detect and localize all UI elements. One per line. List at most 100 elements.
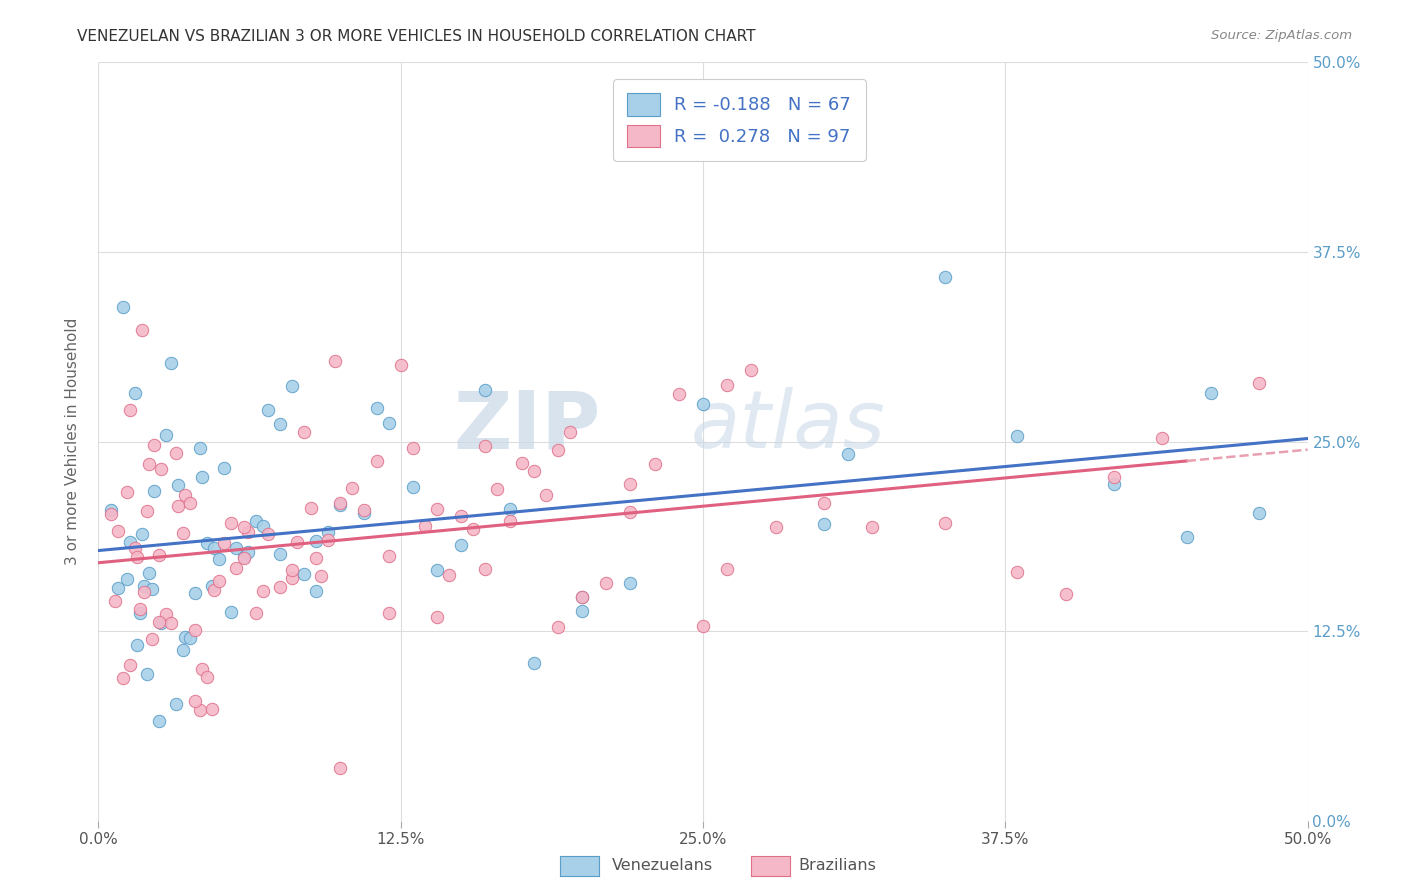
Point bbox=[498, 515, 520, 529]
Point bbox=[316, 533, 339, 547]
Point bbox=[281, 378, 304, 392]
Point bbox=[1152, 431, 1174, 445]
Point bbox=[353, 506, 375, 520]
Point bbox=[124, 385, 146, 400]
Point bbox=[305, 584, 328, 599]
Point bbox=[184, 694, 207, 708]
Point bbox=[195, 536, 218, 550]
Point bbox=[498, 502, 520, 516]
Point bbox=[510, 456, 533, 470]
Point bbox=[225, 561, 247, 575]
Point bbox=[238, 525, 260, 540]
Point bbox=[547, 443, 569, 458]
Point bbox=[389, 358, 412, 372]
Point bbox=[716, 562, 738, 576]
Point bbox=[100, 508, 122, 522]
Point bbox=[377, 606, 399, 620]
Point bbox=[232, 550, 254, 565]
Point bbox=[184, 623, 207, 637]
Point bbox=[450, 508, 472, 523]
Point bbox=[179, 496, 201, 510]
Point bbox=[534, 488, 557, 502]
Point bbox=[111, 300, 134, 314]
Point bbox=[155, 427, 177, 442]
Point bbox=[148, 714, 170, 728]
Point bbox=[174, 488, 197, 502]
Point bbox=[150, 462, 173, 476]
Point bbox=[128, 606, 150, 620]
Point bbox=[124, 541, 146, 555]
Point bbox=[353, 503, 375, 517]
Point bbox=[1102, 470, 1125, 484]
Point bbox=[256, 526, 278, 541]
Point bbox=[486, 482, 509, 496]
Point bbox=[571, 591, 593, 605]
Point bbox=[201, 702, 224, 716]
Point bbox=[117, 484, 139, 499]
Text: Venezuelans: Venezuelans bbox=[612, 858, 713, 872]
Point bbox=[523, 656, 546, 670]
Point bbox=[111, 671, 134, 685]
Point bbox=[184, 585, 207, 599]
Point bbox=[150, 615, 173, 630]
Point bbox=[1007, 565, 1029, 579]
Point bbox=[692, 396, 714, 410]
Point bbox=[167, 478, 190, 492]
Point bbox=[934, 516, 956, 530]
Point bbox=[107, 581, 129, 595]
Point bbox=[619, 505, 641, 519]
Point bbox=[547, 620, 569, 634]
Point bbox=[127, 549, 149, 564]
Point bbox=[245, 514, 267, 528]
Point bbox=[252, 518, 274, 533]
Point bbox=[172, 643, 194, 657]
Point bbox=[138, 457, 160, 471]
Point bbox=[644, 457, 666, 471]
Point bbox=[118, 535, 141, 549]
Point bbox=[143, 483, 166, 498]
Point bbox=[172, 526, 194, 541]
Point bbox=[329, 496, 352, 510]
Point bbox=[426, 502, 449, 516]
Point bbox=[813, 496, 835, 510]
Point bbox=[716, 377, 738, 392]
Point bbox=[1199, 385, 1222, 400]
Point bbox=[329, 498, 352, 512]
Point bbox=[256, 403, 278, 417]
Point bbox=[165, 697, 187, 711]
Point bbox=[402, 480, 425, 494]
Point bbox=[1054, 587, 1077, 601]
Point bbox=[299, 501, 322, 516]
Point bbox=[934, 270, 956, 285]
Point bbox=[305, 534, 328, 549]
Point bbox=[426, 563, 449, 577]
Point bbox=[165, 446, 187, 460]
Point bbox=[167, 499, 190, 513]
Point bbox=[692, 619, 714, 633]
Point bbox=[134, 585, 156, 599]
Point bbox=[131, 323, 153, 337]
Point bbox=[232, 520, 254, 534]
Point bbox=[619, 476, 641, 491]
Point bbox=[208, 574, 231, 588]
Point bbox=[104, 594, 127, 608]
Point bbox=[208, 552, 231, 566]
Point bbox=[1249, 376, 1271, 391]
Point bbox=[426, 610, 449, 624]
Point bbox=[309, 569, 332, 583]
Point bbox=[160, 615, 183, 630]
Point bbox=[245, 606, 267, 620]
Point bbox=[191, 663, 214, 677]
Point bbox=[619, 576, 641, 591]
Point bbox=[212, 460, 235, 475]
Point bbox=[127, 638, 149, 652]
Point bbox=[474, 562, 496, 576]
Point bbox=[201, 578, 224, 592]
Point bbox=[128, 601, 150, 615]
Point bbox=[118, 403, 141, 417]
Point bbox=[221, 605, 243, 619]
Point bbox=[191, 470, 214, 484]
Point bbox=[1007, 428, 1029, 442]
Point bbox=[1175, 530, 1198, 544]
Text: Source: ZipAtlas.com: Source: ZipAtlas.com bbox=[1212, 29, 1353, 42]
